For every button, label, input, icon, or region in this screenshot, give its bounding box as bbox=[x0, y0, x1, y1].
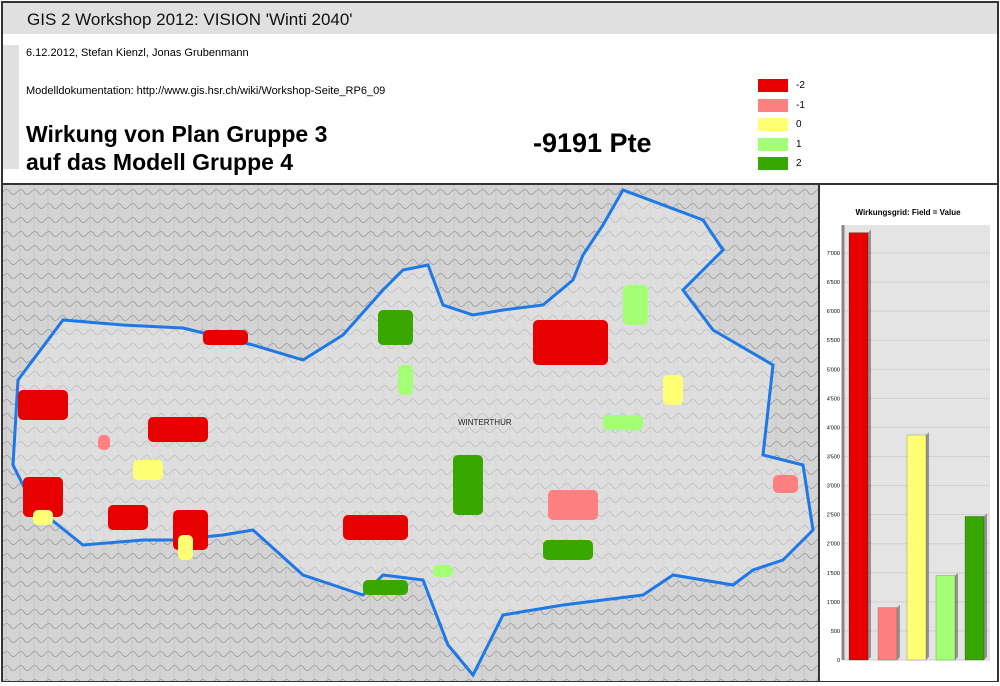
y-tick-label: 3'500 bbox=[827, 455, 840, 461]
y-tick-label: 5'500 bbox=[827, 338, 840, 344]
bar-side bbox=[955, 572, 958, 660]
impact-area bbox=[363, 580, 408, 595]
impact-area bbox=[398, 365, 413, 395]
impact-area bbox=[533, 320, 608, 365]
y-tick-label: 4'500 bbox=[827, 396, 840, 402]
impact-area bbox=[178, 535, 193, 560]
bar-1 bbox=[935, 575, 956, 661]
impact-area bbox=[773, 475, 798, 493]
y-tick-label: 5'000 bbox=[827, 367, 840, 373]
municipality-boundary bbox=[11, 188, 815, 678]
bar-side bbox=[897, 604, 900, 660]
y-tick-label: 1'000 bbox=[827, 600, 840, 606]
impact-area bbox=[623, 285, 648, 325]
map-heading: Wirkung von Plan Gruppe 3 auf das Modell… bbox=[26, 120, 327, 176]
impact-area bbox=[203, 330, 248, 345]
impact-area bbox=[98, 435, 110, 450]
impact-area bbox=[133, 460, 163, 480]
chart-svg: Wirkungsgrid: Field = Value 0 500 1'000 1'5… bbox=[827, 208, 990, 664]
impact-area bbox=[33, 510, 53, 525]
y-tick-label: 3'000 bbox=[827, 484, 840, 490]
legend-swatch bbox=[758, 137, 788, 151]
chart-title: Wirkungsgrid: Field = Value bbox=[855, 208, 961, 217]
bar-side bbox=[868, 229, 871, 660]
legend-swatch bbox=[758, 157, 788, 171]
bar--1 bbox=[877, 607, 898, 661]
legend-label: 0 bbox=[796, 119, 802, 131]
y-tick-label: 2'000 bbox=[827, 542, 840, 548]
impact-area bbox=[148, 417, 208, 442]
heading-line-2: auf das Modell Gruppe 4 bbox=[26, 149, 294, 175]
bar--2 bbox=[848, 232, 869, 661]
y-tick-label: 0 bbox=[837, 658, 840, 664]
impact-area bbox=[23, 477, 63, 517]
y-tick-label: 2'500 bbox=[827, 513, 840, 519]
y-tick-label: 1'500 bbox=[827, 571, 840, 577]
legend-label: 2 bbox=[796, 158, 802, 170]
impact-area bbox=[343, 515, 408, 540]
y-tick-label: 4'000 bbox=[827, 425, 840, 431]
score-value: -9191 Pte bbox=[533, 128, 652, 158]
poster-title: GIS 2 Workshop 2012: VISION 'Winti 2040' bbox=[27, 10, 353, 29]
impact-area bbox=[663, 375, 683, 405]
title-bar: GIS 2 Workshop 2012: VISION 'Winti 2040' bbox=[3, 3, 997, 34]
map-svg: WINTERTHUR bbox=[3, 185, 818, 681]
legend-label: -2 bbox=[796, 80, 805, 92]
y-tick-label: 500 bbox=[831, 629, 840, 635]
divider bbox=[3, 183, 997, 185]
impact-area bbox=[603, 415, 643, 430]
side-strip bbox=[3, 45, 19, 169]
place-label: WINTERTHUR bbox=[458, 418, 512, 427]
legend-item: -2 bbox=[758, 76, 805, 96]
impact-area bbox=[108, 505, 148, 530]
y-tick-label: 6'500 bbox=[827, 280, 840, 286]
y-tick-label: 7'000 bbox=[827, 251, 840, 257]
impact-area bbox=[543, 540, 593, 560]
impact-area bbox=[378, 310, 413, 345]
legend-item: 2 bbox=[758, 154, 805, 174]
impact-area bbox=[548, 490, 598, 520]
impact-area bbox=[18, 390, 68, 420]
bar-0 bbox=[906, 434, 927, 661]
divider bbox=[818, 185, 820, 681]
legend-label: 1 bbox=[796, 138, 802, 150]
impact-area bbox=[453, 455, 483, 515]
legend: -2 -1 0 1 2 bbox=[758, 76, 805, 174]
bar-2 bbox=[964, 516, 985, 661]
legend-label: -1 bbox=[796, 99, 805, 111]
legend-item: 1 bbox=[758, 135, 805, 155]
y-tick-label: 6'000 bbox=[827, 309, 840, 315]
legend-swatch bbox=[758, 79, 788, 93]
map-view[interactable]: WINTERTHUR bbox=[3, 185, 818, 681]
authors-text: 6.12.2012, Stefan Kienzl, Jonas Grubenma… bbox=[26, 47, 249, 59]
impact-area bbox=[433, 565, 453, 577]
bar-side bbox=[926, 431, 929, 660]
documentation-link[interactable]: Modelldokumentation: http://www.gis.hsr.… bbox=[26, 85, 386, 97]
legend-swatch bbox=[758, 118, 788, 132]
legend-item: -1 bbox=[758, 96, 805, 116]
legend-item: 0 bbox=[758, 115, 805, 135]
bar-chart: Wirkungsgrid: Field = Value 0 500 1'000 1'5… bbox=[820, 185, 997, 681]
legend-swatch bbox=[758, 98, 788, 112]
heading-line-1: Wirkung von Plan Gruppe 3 bbox=[26, 121, 328, 147]
bar-side bbox=[984, 513, 987, 660]
